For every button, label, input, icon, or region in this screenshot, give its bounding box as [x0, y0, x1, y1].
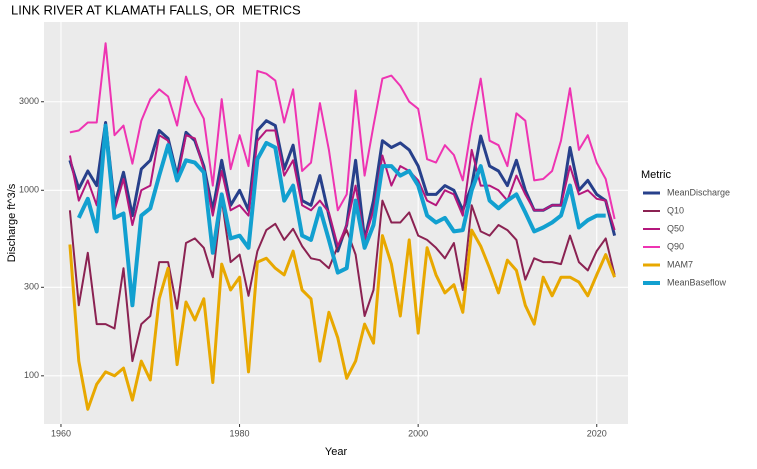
series-line: [68, 129, 616, 248]
x-tick-label: 2000: [408, 428, 428, 438]
legend-title: Metric: [641, 169, 671, 181]
y-tick-label: 300: [24, 282, 39, 292]
y-tick-label: 100: [24, 370, 39, 380]
y-tick-label: 3000: [19, 96, 39, 106]
series-line: [68, 228, 616, 411]
legend-label: MeanBaseflow: [667, 277, 727, 287]
y-axis-label: Discharge ft^3/s: [6, 183, 18, 262]
legend-label: MAM7: [667, 259, 693, 269]
legend-label: Q50: [667, 223, 684, 233]
y-tick-label: 1000: [19, 185, 39, 195]
series-line: [69, 42, 616, 220]
x-axis-label: Year: [325, 446, 348, 458]
x-tick-label: 2020: [587, 428, 607, 438]
legend-label: MeanDischarge: [667, 187, 730, 197]
x-tick-label: 1960: [51, 428, 71, 438]
series-line: [76, 123, 606, 308]
legend-label: Q10: [667, 205, 684, 215]
legend-label: Q90: [667, 241, 684, 251]
chart-title: LINK RIVER AT KLAMATH FALLS, OR METRICS: [11, 2, 301, 17]
x-tick-label: 1980: [230, 428, 250, 438]
